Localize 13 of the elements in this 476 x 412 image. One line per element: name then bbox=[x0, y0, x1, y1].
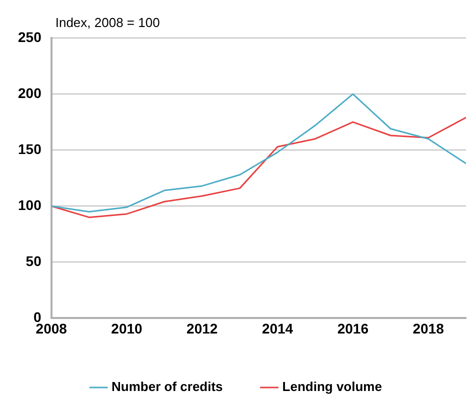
x-tick-label: 2014 bbox=[262, 320, 294, 336]
x-tick-label: 2010 bbox=[111, 320, 143, 336]
y-axis-title: Index, 2008 = 100 bbox=[55, 15, 160, 30]
y-tick-label: 200 bbox=[18, 84, 42, 101]
x-tick-label: 2018 bbox=[412, 320, 444, 336]
y-tick-label: 250 bbox=[18, 28, 42, 45]
x-tick-label: 2012 bbox=[186, 320, 218, 336]
x-tick-label: 2016 bbox=[337, 320, 369, 336]
y-tick-label: 150 bbox=[18, 140, 42, 157]
y-tick-label: 50 bbox=[26, 253, 42, 270]
legend-label: Number of credits bbox=[112, 379, 223, 394]
y-tick-label: 100 bbox=[18, 196, 42, 213]
legend-label: Lending volume bbox=[282, 379, 382, 394]
